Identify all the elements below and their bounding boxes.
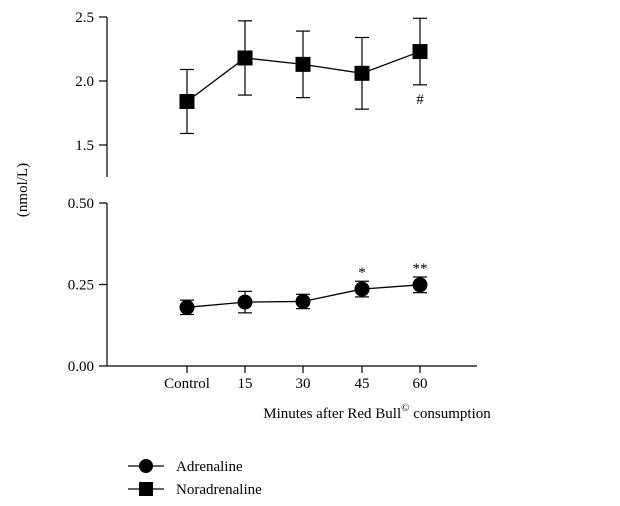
upper-y-tick-label: 1.5	[75, 138, 94, 154]
adrenaline-point	[354, 281, 370, 297]
upper-y-tick-label: 2.5	[75, 10, 94, 26]
legend-noradrenaline-marker	[139, 482, 153, 496]
x-axis-title: Minutes after Red Bull© consumption	[263, 402, 491, 422]
x-axis-title-suffix: consumption	[410, 406, 492, 422]
x-tick-label: 45	[355, 376, 370, 392]
lower-y-tick-label: 0.50	[68, 196, 94, 212]
legend-noradrenaline-label: Noradrenaline	[176, 482, 262, 498]
lower-y-tick-label: 0.00	[68, 359, 94, 375]
legend-adrenaline-label: Adrenaline	[176, 459, 243, 475]
y-axis-title: (nmol/L)	[15, 163, 31, 217]
x-tick-label: 30	[296, 376, 311, 392]
adrenaline-point	[412, 277, 428, 293]
series-group: #* **	[179, 17, 428, 316]
x-tick-label: 60	[413, 376, 428, 392]
adrenaline-point	[295, 293, 311, 309]
significance-marker: **	[413, 261, 428, 277]
significance-marker: *	[358, 265, 366, 281]
upper-y-tick-label: 2.0	[75, 74, 94, 90]
adrenaline-point	[179, 299, 195, 315]
x-axis-title-prefix: Minutes after Red Bull	[263, 406, 401, 422]
noradrenaline-point	[295, 56, 311, 72]
lower-y-tick-label: 0.25	[68, 278, 94, 294]
adrenaline-point	[237, 294, 253, 310]
labels-group: (nmol/L) Minutes after Red Bull© consump…	[15, 163, 491, 422]
noradrenaline-point	[237, 50, 253, 66]
legend: Adrenaline Noradrenaline	[128, 459, 262, 498]
legend-adrenaline-marker	[139, 459, 153, 473]
axes-group: 1.5 2.0 2.5 0.00 0.25 0.50 Control 15 30 45 60	[68, 10, 477, 392]
significance-marker: #	[416, 92, 424, 108]
noradrenaline-point	[179, 93, 195, 109]
x-tick-label: Control	[164, 376, 210, 392]
x-tick-label: 15	[238, 376, 253, 392]
x-axis-title-superscript: ©	[401, 402, 409, 414]
noradrenaline-point	[412, 44, 428, 60]
noradrenaline-point	[354, 65, 370, 81]
